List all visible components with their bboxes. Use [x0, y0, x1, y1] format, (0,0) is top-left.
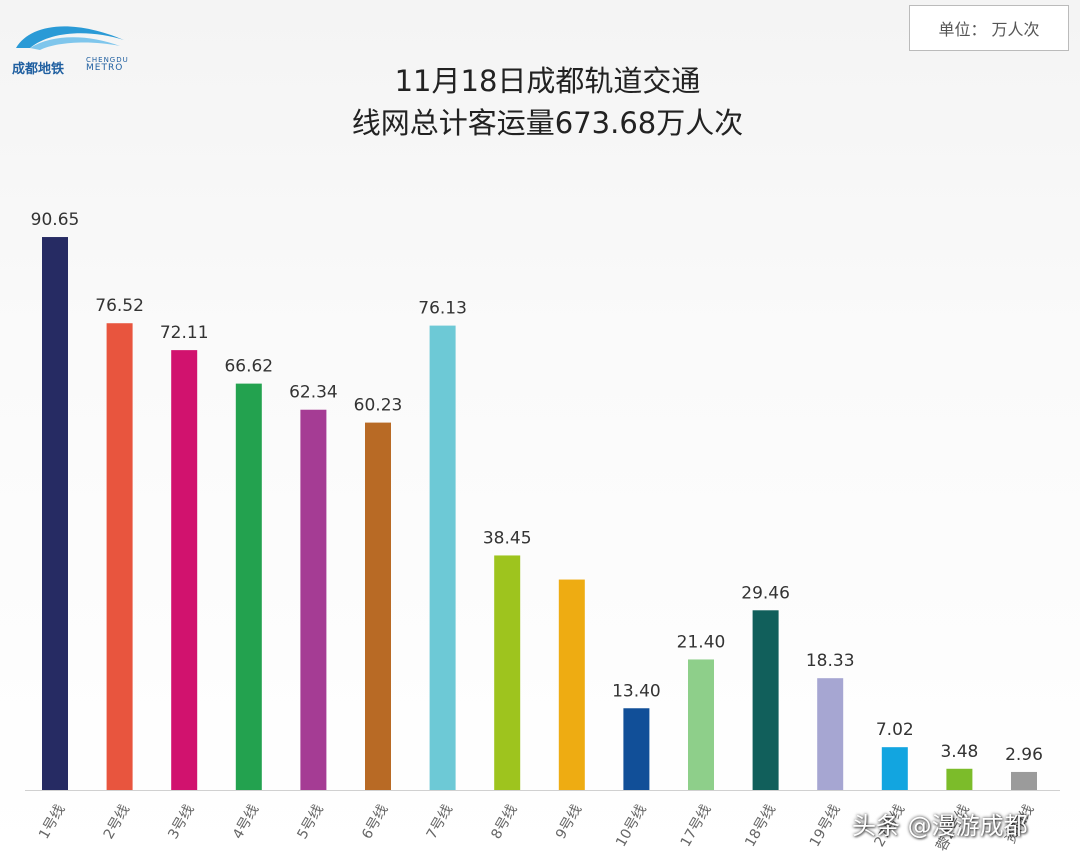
bar-13	[817, 678, 844, 790]
value-label-14: 7.02	[876, 720, 914, 740]
value-label-4: 66.62	[224, 357, 273, 377]
category-label-8: 8号线	[488, 802, 520, 842]
category-label-12: 18号线	[742, 802, 779, 850]
bar-10	[623, 708, 650, 790]
category-label-1: 1号线	[36, 802, 68, 842]
bar-1	[42, 237, 68, 790]
value-label-6: 60.23	[354, 396, 403, 416]
logo-sub-line1: CHENGDU	[86, 56, 129, 64]
category-label-13: 19号线	[807, 802, 844, 850]
value-label-7: 76.13	[418, 299, 467, 319]
unit-label: 单位： 万人次	[909, 5, 1069, 51]
bar-4	[235, 383, 262, 790]
category-label-5: 5号线	[295, 802, 327, 842]
metro-wave-icon	[16, 26, 124, 50]
watermark: 头条 @漫游成都	[852, 812, 1028, 840]
value-label-5: 62.34	[289, 383, 338, 403]
bar-14	[881, 747, 908, 790]
value-label-3: 72.11	[160, 323, 209, 343]
bar-15	[946, 768, 973, 790]
bar-11	[688, 659, 714, 790]
logo-subtext: CHENGDU METRO	[86, 56, 129, 73]
bar-12	[752, 610, 779, 790]
category-label-4: 4号线	[230, 802, 262, 842]
chengdu-metro-logo: 成都地铁 CHENGDU METRO	[12, 18, 142, 78]
value-label-1: 90.65	[31, 210, 80, 230]
category-label-7: 7号线	[424, 802, 456, 842]
value-label-10: 13.40	[612, 681, 661, 701]
value-label-13: 18.33	[806, 651, 855, 671]
category-label-3: 3号线	[165, 802, 197, 842]
chart-title-line2: 线网总计客运量673.68万人次	[351, 106, 744, 140]
value-label-11: 21.40	[677, 632, 726, 652]
bar-8	[494, 555, 521, 790]
category-label-11: 17号线	[678, 802, 715, 850]
category-label-9: 9号线	[553, 802, 585, 842]
value-label-12: 29.46	[741, 583, 790, 603]
bar-6	[365, 422, 391, 790]
category-label-6: 6号线	[359, 802, 391, 842]
category-label-10: 10号线	[613, 802, 650, 850]
chart-title-line1: 11月18日成都轨道交通	[394, 64, 701, 98]
value-label-8: 38.45	[483, 528, 532, 548]
bar-16	[1011, 771, 1037, 790]
logo-sub-line2: METRO	[86, 63, 124, 73]
value-label-2: 76.52	[95, 296, 144, 316]
category-label-2: 2号线	[101, 802, 133, 842]
logo-text: 成都地铁	[12, 62, 65, 77]
bar-9	[558, 579, 585, 790]
value-label-15: 3.48	[940, 742, 978, 762]
bar-2	[106, 323, 133, 790]
bar-3	[171, 350, 198, 790]
value-label-16: 2.96	[1005, 745, 1043, 765]
bar-5	[300, 409, 327, 790]
bar-7	[429, 325, 456, 790]
